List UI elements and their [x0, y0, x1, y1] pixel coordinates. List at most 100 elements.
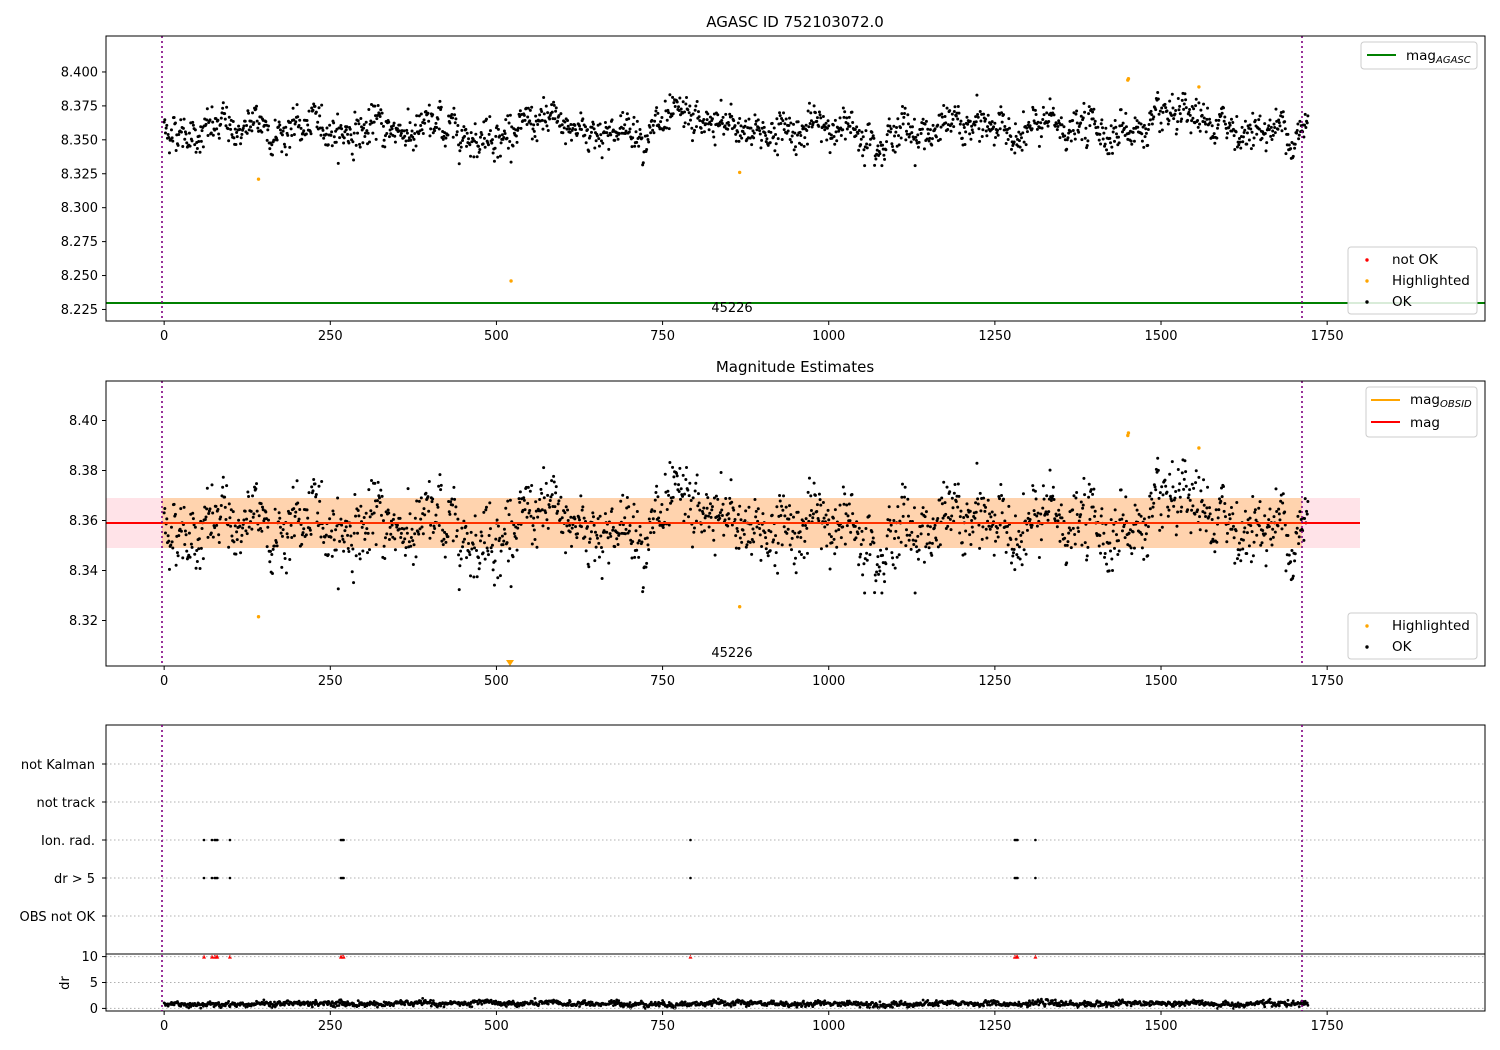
flag-point [1034, 838, 1037, 842]
ok-point [833, 118, 837, 122]
ok-point [1267, 124, 1271, 128]
ok-point [758, 132, 762, 136]
ok-point [450, 113, 454, 117]
ok-point [697, 501, 701, 505]
ok-point [359, 117, 363, 121]
ok-point [931, 517, 935, 521]
ok-point [1257, 118, 1261, 122]
ok-point [278, 516, 282, 520]
ok-point [211, 511, 215, 515]
ok-point [815, 503, 819, 507]
ok-point [756, 507, 760, 511]
ok-point [1057, 119, 1061, 123]
ok-point [702, 130, 706, 134]
ok-point [1198, 122, 1202, 126]
dr-point [875, 1003, 879, 1007]
ok-point [879, 140, 883, 144]
ok-point [681, 100, 685, 104]
ok-point [920, 524, 924, 528]
ok-point [251, 515, 255, 519]
x-tick-label: 250 [318, 329, 343, 344]
ok-point [1042, 113, 1046, 117]
ok-point [204, 515, 208, 519]
ok-point [464, 127, 468, 131]
ok-point [966, 515, 970, 519]
ok-point [436, 505, 440, 509]
ok-point [214, 117, 218, 121]
ok-point [641, 590, 645, 594]
ok-point [205, 486, 209, 490]
ok-point [1081, 116, 1085, 120]
ok-point [734, 546, 738, 550]
ok-point [405, 131, 409, 135]
ok-point [1159, 513, 1163, 517]
dr-point [683, 1000, 687, 1004]
ok-point [1000, 511, 1004, 515]
ok-point [475, 575, 479, 579]
ok-point [420, 128, 424, 132]
ok-point [532, 123, 536, 127]
ok-point [194, 150, 198, 154]
ok-point [950, 112, 954, 116]
ok-point [911, 135, 915, 139]
ok-point [437, 484, 441, 488]
ok-point [1187, 110, 1191, 114]
ok-point [407, 540, 411, 544]
ok-point [348, 127, 352, 131]
ok-point [1085, 558, 1089, 562]
ok-point [1168, 472, 1172, 476]
ok-point [616, 137, 620, 141]
ok-point [546, 493, 550, 497]
ok-point [1025, 528, 1029, 532]
ok-point [1250, 130, 1254, 134]
ok-point [1132, 546, 1136, 550]
ok-point [902, 495, 906, 499]
ok-point [950, 496, 954, 500]
x-tick-label: 250 [318, 674, 343, 689]
ok-point [459, 145, 463, 149]
ok-point [782, 525, 786, 529]
ok-point [588, 134, 592, 138]
ok-point [842, 502, 846, 506]
ok-point [1093, 119, 1097, 123]
ok-point [621, 493, 625, 497]
ok-point [211, 120, 215, 124]
ok-point [726, 121, 730, 125]
ok-point [1264, 149, 1268, 153]
ok-point [783, 514, 787, 518]
ok-point [354, 143, 358, 147]
x-tick-label: 750 [650, 674, 675, 689]
ok-point [517, 497, 521, 501]
dr-point [470, 1005, 474, 1009]
ok-point [1257, 506, 1261, 510]
ok-point [595, 134, 599, 138]
ok-point [1149, 109, 1153, 113]
ok-point [641, 161, 645, 165]
ok-point [291, 106, 295, 110]
ok-point [191, 123, 195, 127]
ok-point [1206, 485, 1210, 489]
ok-point [358, 142, 362, 146]
ok-point [390, 127, 394, 131]
ok-point [274, 540, 278, 544]
ok-point [573, 123, 577, 127]
ok-point [1163, 478, 1167, 482]
ok-point [689, 498, 693, 502]
ok-point [379, 121, 383, 125]
ok-point [728, 112, 732, 116]
ok-point [704, 493, 708, 497]
ok-point [780, 138, 784, 142]
ok-point [633, 555, 637, 559]
ok-point [302, 129, 306, 133]
ok-point [438, 473, 442, 477]
ok-point [878, 569, 882, 573]
ok-point [443, 555, 447, 559]
ok-point [738, 504, 742, 508]
ok-point [249, 119, 253, 123]
ok-point [205, 507, 209, 511]
ok-point [827, 124, 831, 128]
ok-point [905, 533, 909, 537]
flag-point [342, 876, 345, 880]
ok-point [1091, 110, 1095, 114]
